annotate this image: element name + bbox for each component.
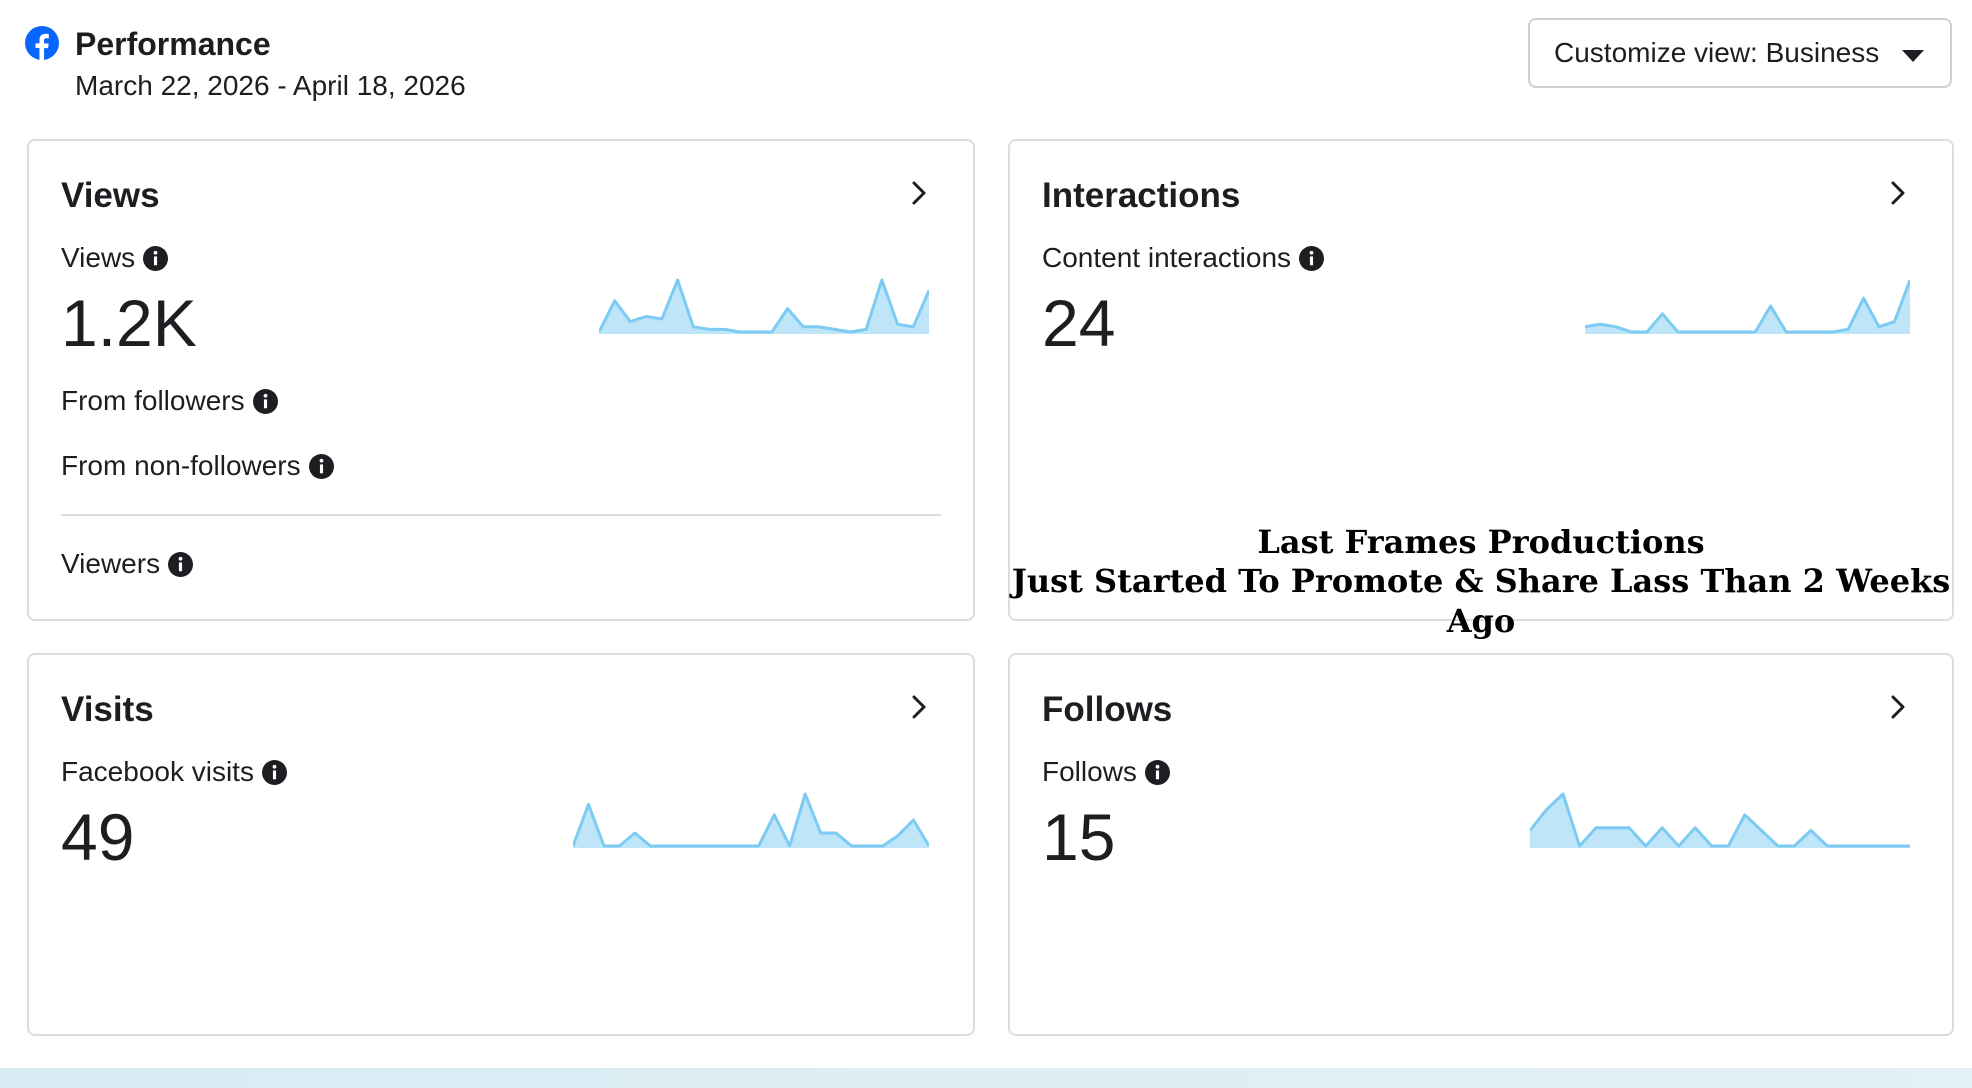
viewers-label: Viewers <box>61 548 161 579</box>
interactions-metric-value: 24 <box>1042 286 1116 360</box>
overlay-caption-line2: Just Started To Promote & Share Lass Tha… <box>1011 562 1951 640</box>
follows-metric-label: Follows <box>1042 752 1170 792</box>
page-title: Performance <box>75 26 271 62</box>
sparkline-line <box>573 792 929 848</box>
interactions-card: Interactions Content interactions 24 Las… <box>1008 139 1954 640</box>
interactions-metric-label: Content interactions <box>1042 238 1325 278</box>
chevron-right-icon[interactable] <box>905 179 933 207</box>
chevron-right-icon[interactable] <box>905 693 933 721</box>
info-icon[interactable] <box>308 453 334 479</box>
metric-label-text: Content interactions <box>1042 242 1292 273</box>
customize-view-dropdown[interactable]: Customize view: Business <box>1528 18 1952 88</box>
info-icon[interactable] <box>168 551 194 577</box>
sparkline-area <box>1585 280 1910 334</box>
chevron-right-icon[interactable] <box>1884 179 1912 207</box>
from-followers-row: From followers <box>61 381 278 421</box>
facebook-logo-icon <box>25 26 59 60</box>
metric-label-text: Facebook visits <box>61 756 254 787</box>
views-sparkline <box>599 278 929 334</box>
from-non-followers-row: From non-followers <box>61 446 334 486</box>
viewers-row: Viewers <box>61 544 194 584</box>
visits-metric-label: Facebook visits <box>61 752 287 792</box>
card-title: Views <box>61 176 160 215</box>
footer-strip <box>0 1068 1972 1088</box>
views-metric-label: Views <box>61 238 169 278</box>
overlay-caption-line1: Last Frames Productions <box>1257 523 1705 561</box>
visits-metric-value: 49 <box>61 800 135 874</box>
sparkline-line <box>599 278 929 334</box>
sparkline-area <box>573 794 929 848</box>
divider <box>61 514 941 516</box>
visits-card: Visits Facebook visits 49 <box>27 653 975 1036</box>
page-header: Performance March 22, 2026 - April 18, 2… <box>0 0 1972 130</box>
caret-down-icon <box>1902 50 1924 62</box>
from-followers-label: From followers <box>61 385 245 416</box>
metric-label-text: Views <box>61 242 136 273</box>
from-non-followers-label: From non-followers <box>61 450 301 481</box>
info-icon[interactable] <box>252 388 278 414</box>
info-icon[interactable] <box>261 759 287 785</box>
info-icon[interactable] <box>1144 759 1170 785</box>
follows-sparkline <box>1530 792 1910 848</box>
metric-label-text: Follows <box>1042 756 1137 787</box>
card-title: Follows <box>1042 690 1173 729</box>
customize-view-label: Customize view: Business <box>1554 37 1880 68</box>
info-icon[interactable] <box>1299 245 1325 271</box>
views-card: Views Views 1.2K From followers From non… <box>27 139 975 621</box>
card-title: Visits <box>61 690 154 729</box>
sparkline-line <box>1585 279 1910 334</box>
sparkline-line <box>1530 792 1910 848</box>
chevron-right-icon[interactable] <box>1884 693 1912 721</box>
follows-metric-value: 15 <box>1042 800 1116 874</box>
visits-sparkline <box>573 792 929 848</box>
card-title: Interactions <box>1042 176 1241 215</box>
views-metric-value: 1.2K <box>61 286 197 360</box>
info-icon[interactable] <box>143 245 169 271</box>
date-range: March 22, 2026 - April 18, 2026 <box>75 70 466 101</box>
interactions-sparkline <box>1585 279 1910 334</box>
follows-card: Follows Follows 15 <box>1008 653 1954 1036</box>
